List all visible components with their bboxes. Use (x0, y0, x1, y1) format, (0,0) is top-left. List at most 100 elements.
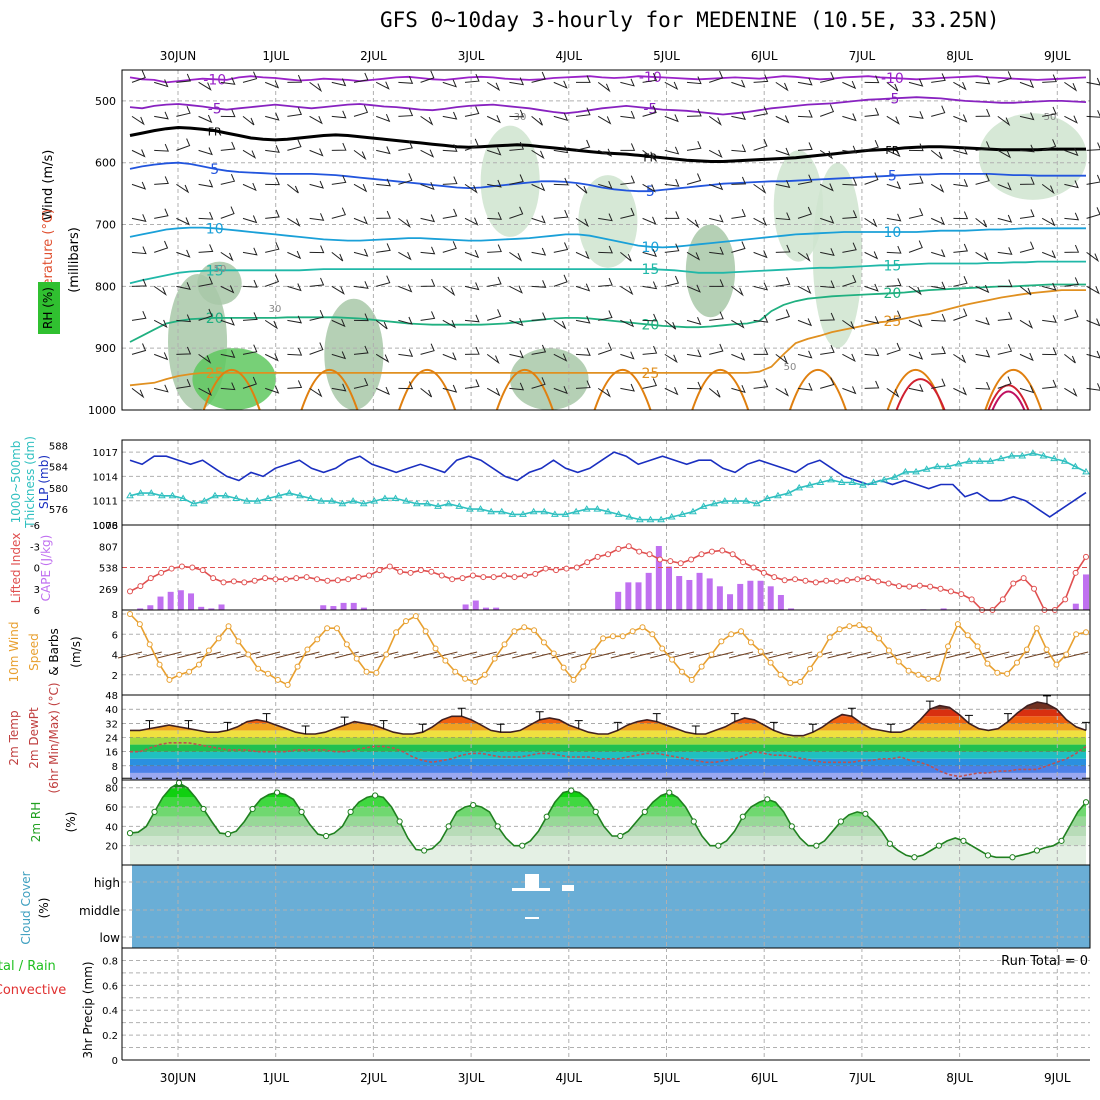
thickness-line-point (274, 491, 283, 499)
lifted-index-line-point (636, 548, 643, 555)
wind-barb (420, 182, 435, 191)
wind-barb (287, 217, 301, 227)
wind-barb (331, 78, 347, 87)
cape-bar (137, 608, 144, 610)
lifted-index-line-point (521, 572, 528, 579)
isotherm-30-loop (691, 368, 750, 411)
cape-bar (727, 594, 734, 610)
date-label-top: 8JUL (946, 49, 973, 63)
rh-point (1058, 837, 1065, 844)
date-label-bottom: 6JUL (751, 1071, 778, 1085)
rh-point (911, 854, 918, 861)
wind-barb (842, 353, 856, 363)
thickness-line-point (1082, 467, 1090, 475)
lifted-index-line-point (656, 556, 663, 563)
wind-barb (997, 214, 1013, 223)
rh-point (592, 808, 599, 815)
rh-point (175, 779, 183, 786)
lifted-index-line-point (386, 563, 393, 570)
wind-barb (154, 208, 169, 219)
temp-max-marker (886, 723, 895, 733)
wind-barb (575, 139, 591, 151)
wind-barb (265, 385, 280, 394)
lifted-index-line-point (355, 574, 362, 581)
thickness-line-point (476, 505, 485, 512)
wind-barb (1042, 282, 1057, 291)
wind-speed-line-point (856, 622, 863, 629)
wind-speed-line-point (708, 651, 715, 658)
wind-barb (842, 177, 858, 186)
ylabel-2mtemp: 2m Temp (7, 710, 21, 765)
wind-barb (575, 348, 591, 356)
isotherm-30-loop (788, 368, 847, 411)
wind-barb (864, 140, 879, 151)
temp-max-marker (496, 723, 505, 733)
cape-bar (350, 602, 357, 610)
wind-barb (620, 285, 634, 296)
wind-barb (420, 343, 435, 355)
wind-barb (1041, 183, 1055, 195)
rh-point (715, 842, 722, 849)
wind-speed-line-point (807, 665, 814, 672)
wind-barb (864, 75, 880, 84)
wind-speed-line-point (373, 669, 380, 676)
rh-point (126, 830, 134, 837)
wind-barb (442, 176, 458, 185)
lifted-index-line-point (906, 583, 913, 590)
wind-speed-line-point (718, 638, 725, 645)
wind-barb (509, 251, 523, 262)
cape-bar (462, 604, 469, 610)
pressure-tick-label: 1000 (88, 404, 116, 417)
cape-bar (482, 607, 489, 610)
wind-speed-line-point (1083, 629, 1089, 636)
wind-barb (553, 386, 568, 395)
temp-max-marker (1082, 721, 1090, 731)
wind-speed-line-point (757, 648, 764, 655)
thickness-line-point (869, 478, 878, 485)
thickness-line-point (635, 515, 644, 523)
wind-barb (953, 243, 969, 253)
wind-barb (398, 349, 414, 357)
wind-barb (797, 350, 813, 359)
rh-band (130, 816, 1086, 827)
pressure-tick-label: 900 (95, 342, 116, 355)
isotherm-label: 20 (641, 318, 659, 334)
lifted-index-line-point (199, 567, 206, 574)
wind-speed-line-point (738, 628, 745, 635)
wind-speed-line-point (363, 668, 370, 675)
cape-tick-label: 538 (99, 564, 118, 575)
wind-barb (797, 382, 813, 391)
ylabel-ms: (m/s) (69, 636, 83, 667)
temp-max-marker (301, 725, 310, 734)
wind-barb (1019, 144, 1035, 153)
wind-speed-line-point (560, 664, 567, 671)
wind-barb (975, 173, 990, 185)
lifted-index-line-point (625, 543, 632, 550)
wind-barb (398, 284, 413, 293)
wind-barb (664, 146, 680, 155)
thickness-line-point (975, 457, 984, 464)
wind-speed-line-point (245, 651, 252, 658)
thickness-line-point (359, 499, 368, 507)
wind-barb (131, 278, 147, 287)
lifted-index-line-point (1062, 596, 1069, 603)
lifted-index-line-point (605, 551, 611, 558)
wind-speed-line-point (1023, 646, 1030, 653)
wind-barb (1086, 207, 1100, 219)
wind-barb (1019, 319, 1034, 329)
wind-barb (930, 183, 945, 193)
wind-speed-line-point (333, 625, 340, 632)
wind-barb (775, 212, 791, 221)
lifted-index-line-point (303, 574, 310, 581)
lifted-index-line-point (1020, 575, 1027, 582)
wind-barb (287, 107, 303, 117)
wind-barb (709, 214, 724, 223)
rh-point (568, 787, 575, 794)
wind-barb (398, 140, 413, 151)
wind-barb (220, 382, 236, 391)
wind-barb (842, 113, 857, 122)
thickness-line-point (179, 494, 187, 501)
wind-barb (642, 149, 655, 161)
wind-barb (309, 277, 325, 287)
wind-barb (531, 344, 547, 355)
